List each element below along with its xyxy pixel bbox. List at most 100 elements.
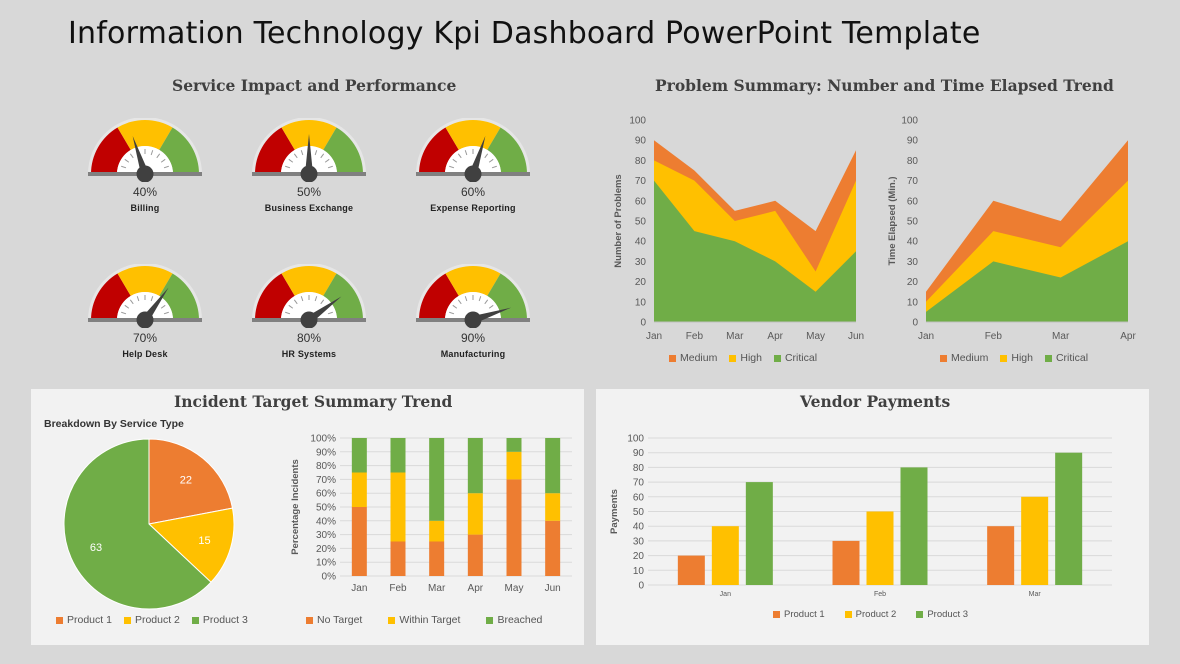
vendor-legend: Product 1 Product 2 Product 3 [773,609,968,620]
y-tick-label: 70 [635,176,647,187]
y-axis-label: Percentage Incidents [290,459,301,555]
x-tick-label: Mar [428,583,446,594]
gauge-zone-red [419,127,459,174]
y-tick-label: 10 [907,297,919,308]
bar-no-target [429,541,445,576]
y-tick-label: 40 [633,522,645,533]
pie-subtitle: Breakdown By Service Type [44,418,184,430]
gauge-5: 80% HR Systems [249,263,369,359]
y-tick-label: 20 [633,551,645,562]
gauge-tick [121,165,127,169]
y-tick-label: 0 [640,318,646,329]
legend-item-high: High [729,352,762,364]
bar-within-target [351,472,367,507]
bar-no-target [545,520,561,576]
gauge-zone-red [91,127,131,174]
y-tick-label: 70% [316,475,336,486]
gauge-value: 60% [460,185,486,199]
y-tick-label: 10 [635,297,647,308]
gauge-1: 40% Billing [85,117,205,213]
y-tick-label: 80 [907,156,919,167]
pie-data-label: 15 [198,535,210,547]
elapsed-legend: Medium High Critical [940,352,1088,364]
gauge-tick [449,165,455,169]
bar-product-1 [677,555,705,585]
gauge-zone-red [255,273,295,320]
y-tick-label: 0 [912,318,918,329]
gauge-tick [124,304,130,309]
gauge-label: Help Desk [122,349,168,359]
problems-legend: Medium High Critical [669,352,817,364]
x-tick-label: Jun [545,583,561,594]
gauge-needle [305,134,313,174]
gauge-label: Business Exchange [264,203,354,213]
pie-slice-1 [148,438,234,525]
gauge-hub [464,311,482,329]
gauge-tick [320,299,325,305]
legend-item-product-1: Product 1 [56,614,112,626]
legend-item-no-target: No Target [306,614,362,626]
y-tick-label: 100% [310,434,336,445]
y-tick-label: 50 [907,217,919,228]
y-tick-label: 80 [633,463,645,474]
y-tick-label: 30 [633,536,645,547]
y-tick-label: 40 [907,237,919,248]
vendor-payments-title: Vendor Payments [800,392,951,411]
gauge-zone-yellow [445,266,501,296]
pie-slice-3 [63,438,212,610]
x-tick-label: Mar [726,331,744,342]
gauge-tick [324,158,330,163]
gauge-tick [488,158,494,163]
bar-within-target [467,493,483,535]
gauge-tick [288,304,294,309]
gauge-tick [452,158,458,163]
x-tick-label: Mar [1052,331,1070,342]
gauge-2: 50% Business Exchange [249,117,369,213]
gauge-tick [491,165,497,169]
gauge-tick [285,311,291,315]
gauge-tick [136,296,140,302]
gauge-zone-red [255,127,295,174]
x-tick-label: Jan [720,591,731,598]
gauge-needle [132,135,149,176]
gauge-face [445,146,501,174]
bar-breached [545,438,561,494]
bar-breached [506,438,522,452]
y-tick-label: 50 [635,217,647,228]
gauge-zone-yellow [281,266,337,296]
pie-slice-2 [147,507,235,583]
legend-item-high: High [1000,352,1033,364]
y-tick-label: 20% [316,544,336,555]
gauge-tick [150,150,154,156]
gauge-hub [300,165,318,183]
x-tick-label: Mar [1029,591,1042,598]
y-axis-label: Time Elapsed (Min.) [887,176,898,265]
y-tick-label: 30 [907,257,919,268]
vendor-payments-bar-chart: 0 10 20 30 40 50 60 70 80 90 100 Jan Feb Mar Payments [609,434,1112,598]
gauge-dial [88,117,202,183]
gauge-tick [300,296,304,302]
gauge-tick [464,296,468,302]
y-tick-label: 20 [907,277,919,288]
x-tick-label: May [505,583,524,594]
gauge-tick [327,311,333,315]
gauge-hub [464,165,482,183]
gauge-tick [285,165,291,169]
gauge-zone-green [487,127,527,174]
bar-product-1 [987,526,1015,585]
gauge-dial [416,263,530,329]
gauge-tick [150,296,154,302]
gauge-label: Expense Reporting [430,203,516,213]
incident-summary-title: Incident Target Summary Trend [174,392,453,411]
y-tick-label: 60 [633,492,645,503]
gauge-value: 90% [460,331,486,345]
gauge-hub [136,311,154,329]
gauge-tick [288,158,294,163]
y-tick-label: 60% [316,489,336,500]
gauge-tick [452,304,458,309]
bar-breached [467,438,483,494]
x-tick-label: Jan [646,331,662,342]
gauge-zone-red [419,273,459,320]
gauge-tick [129,299,134,305]
x-tick-label: Apr [767,331,783,342]
